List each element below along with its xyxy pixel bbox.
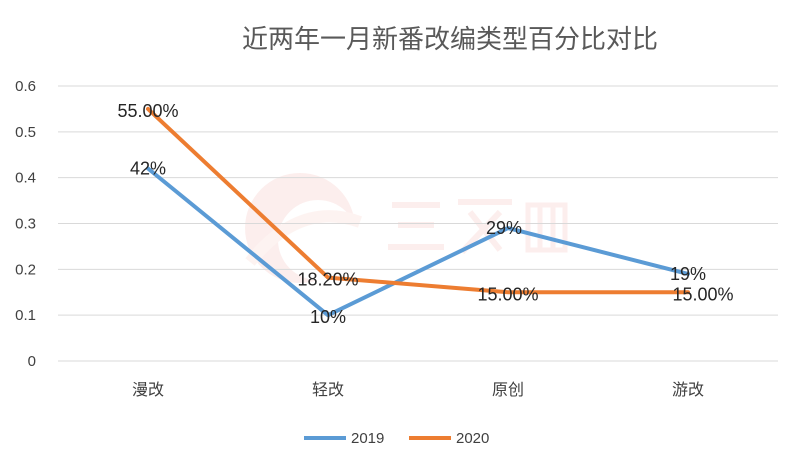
x-axis-categories: 漫改 轻改 原创 游改 — [132, 380, 704, 399]
legend-label-2019: 2019 — [351, 430, 384, 447]
data-label: 42% — [130, 159, 166, 179]
y-tick-label: 0 — [28, 353, 36, 370]
data-label: 18.20% — [297, 270, 358, 290]
y-tick-label: 0.4 — [15, 170, 36, 187]
data-labels: 42% 10% 29% 19% 55.00% 18.20% 15.00% 15.00% — [117, 101, 733, 327]
x-category-label: 轻改 — [312, 380, 344, 399]
legend-label-2020: 2020 — [456, 430, 489, 447]
grid-lines — [58, 85, 778, 362]
x-category-label: 游改 — [672, 380, 704, 399]
y-tick-label: 0.1 — [15, 307, 36, 324]
y-tick-label: 0.6 — [15, 78, 36, 95]
series-line-2020 — [146, 106, 690, 295]
legend: 2019 2020 — [304, 430, 489, 447]
watermark-logo — [245, 173, 568, 283]
chart-title: 近两年一月新番改编类型百分比对比 — [242, 25, 658, 55]
data-label: 55.00% — [117, 101, 178, 121]
y-tick-label: 0.5 — [15, 124, 36, 141]
x-category-label: 漫改 — [132, 380, 164, 399]
data-label: 15.00% — [477, 284, 538, 304]
data-label: 10% — [310, 307, 346, 327]
series-line-2019 — [146, 166, 690, 318]
y-axis-ticks: 0 0.1 0.2 0.3 0.4 0.5 0.6 — [15, 78, 36, 370]
x-category-label: 原创 — [492, 380, 524, 399]
data-label: 29% — [486, 218, 522, 238]
series-lines — [146, 106, 690, 318]
data-label: 19% — [670, 264, 706, 284]
y-tick-label: 0.2 — [15, 261, 36, 278]
data-label: 15.00% — [672, 284, 733, 304]
y-tick-label: 0.3 — [15, 216, 36, 233]
